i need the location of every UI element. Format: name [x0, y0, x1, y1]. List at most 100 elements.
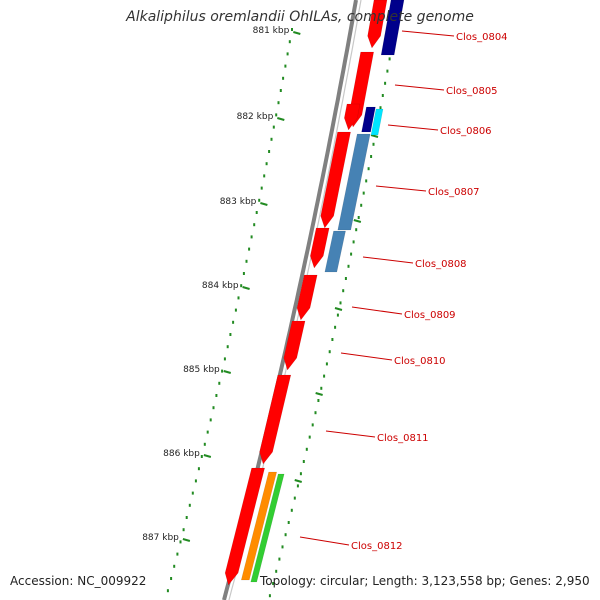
tick-dot: [170, 577, 173, 580]
tick-dot: [386, 69, 389, 73]
kbp-tick-mark: [293, 31, 301, 35]
tick-dot: [209, 418, 212, 422]
gene-feature: [380, 0, 405, 56]
gene-labels: Clos_0804 Clos_0805 Clos_0806 Clos_0807 Clos…: [299, 30, 508, 552]
gene-callout-line: [299, 536, 350, 546]
tick-dot: [320, 386, 323, 390]
tick-dot: [299, 472, 302, 476]
tick-dot: [317, 399, 320, 402]
gene-label: Clos_0805: [446, 86, 498, 97]
gene-features: [224, 0, 405, 586]
kbp-tick-label: 887 kbp: [142, 533, 179, 543]
tick-dot: [179, 540, 182, 544]
tick-dot: [323, 374, 326, 378]
gene-label: Clos_0806: [440, 126, 492, 137]
tick-dot: [282, 76, 285, 80]
tick-dot: [336, 313, 339, 317]
tick-dot: [250, 235, 253, 239]
tick-dot: [277, 101, 280, 105]
tick-dot: [325, 362, 328, 366]
gene-feature: [320, 131, 351, 229]
tick-dot: [305, 447, 308, 451]
tick-dot: [296, 484, 299, 488]
minor-tick-mark: [334, 307, 343, 311]
kbp-tick-label: 881 kbp: [253, 26, 290, 36]
tick-dot: [288, 40, 291, 44]
kbp-tick-mark: [260, 202, 268, 206]
tick-dot: [268, 150, 271, 153]
tick-dot: [255, 211, 258, 214]
gene-label: Clos_0804: [456, 32, 508, 43]
tick-dot: [245, 259, 248, 263]
tick-dot: [206, 430, 209, 434]
tick-dot: [221, 369, 224, 373]
tick-dot: [185, 516, 188, 519]
tick-dot: [270, 137, 273, 141]
kbp-tick-mark: [242, 286, 250, 290]
gene-feature: [370, 108, 384, 136]
tick-dot: [176, 552, 179, 556]
tick-dot: [314, 411, 317, 415]
map-title: Alkaliphilus oremlandii OhILAs, complete…: [126, 9, 474, 25]
gene-label: Clos_0807: [428, 187, 480, 198]
minor-tick-mark: [353, 219, 362, 223]
tick-dot: [350, 252, 353, 256]
tick-dot: [372, 142, 375, 146]
tick-dot: [166, 589, 169, 593]
tick-dot: [344, 277, 347, 280]
tick-dot: [253, 223, 256, 227]
tick-dot: [226, 345, 229, 349]
tick-dot: [290, 508, 293, 512]
gene-callout-line: [387, 124, 439, 131]
tick-dot: [367, 167, 370, 171]
tick-dot: [232, 320, 235, 324]
tick-dot: [347, 264, 350, 268]
gene-label: Clos_0809: [404, 310, 456, 321]
tick-dot: [365, 179, 368, 183]
gene-feature: [224, 467, 265, 586]
tick-dot: [258, 198, 261, 202]
kbp-tick-label: 882 kbp: [237, 112, 274, 122]
gene-callout-line: [351, 306, 403, 315]
tick-marks: 881 kbp 882 kbp 883 kbp 884 kbp 885 kbp 886 k…: [142, 26, 395, 543]
gene-label: Clos_0808: [415, 259, 467, 270]
gene-callout-line: [340, 352, 393, 361]
gene-feature: [324, 230, 346, 273]
gene-feature: [296, 274, 318, 321]
tick-dot: [265, 162, 268, 166]
kbp-tick-mark: [203, 454, 212, 458]
tick-dot: [328, 350, 331, 354]
gene-feature: [367, 0, 388, 49]
tick-dot: [331, 338, 334, 341]
tick-dot: [278, 557, 281, 561]
gene-callout-line: [401, 30, 455, 37]
tick-dot: [311, 423, 314, 427]
tick-dot: [381, 94, 384, 97]
gene-feature: [310, 227, 330, 269]
gene-callout-line: [325, 430, 376, 438]
tick-dot: [339, 301, 342, 305]
gene-label: Clos_0810: [394, 356, 446, 367]
tick-dot: [334, 325, 337, 329]
tick-dot: [212, 406, 215, 410]
tick-dot: [357, 216, 360, 219]
tick-dot: [355, 228, 358, 232]
tick-dot: [182, 528, 185, 532]
tick-dot: [370, 155, 373, 158]
kbp-tick-mark: [277, 117, 285, 121]
gene-feature: [240, 471, 278, 581]
tick-dot: [191, 491, 194, 495]
kbp-tick-label: 886 kbp: [163, 449, 200, 459]
tick-dot: [272, 582, 275, 585]
tick-dot: [197, 467, 200, 471]
tick-dot: [291, 28, 293, 31]
tick-dot: [388, 57, 391, 61]
accession-text: Accession: NC_009922: [10, 574, 147, 588]
kbp-tick-label: 883 kbp: [220, 197, 257, 207]
minor-tick-mark: [370, 134, 379, 138]
tick-dot: [275, 569, 278, 573]
tick-dot: [284, 64, 287, 68]
tick-dot: [194, 479, 197, 483]
kbp-tick-mark: [223, 370, 232, 374]
